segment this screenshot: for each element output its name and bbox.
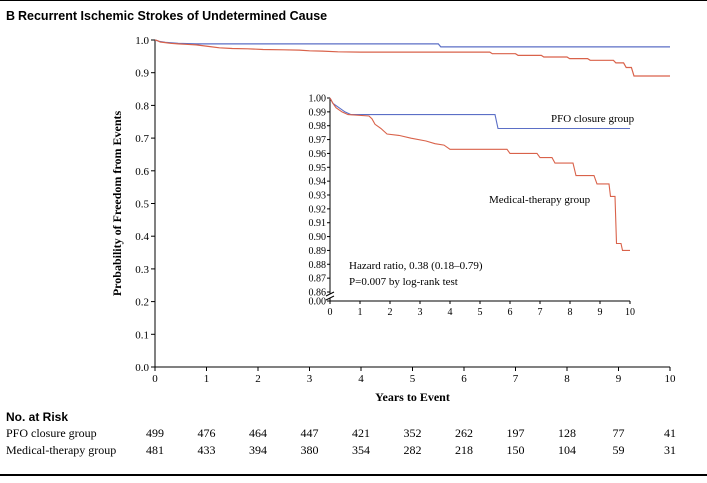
- inset-axis-break-mark: [325, 295, 335, 301]
- inset-axis-break-mark: [325, 291, 335, 297]
- inset-x-tick-label: 3: [418, 307, 423, 318]
- risk-cell: 352: [403, 426, 422, 440]
- top-rule: [0, 0, 707, 1]
- inset-y-tick-label: 0.90: [309, 232, 327, 243]
- inset-x-tick-label: 8: [568, 307, 573, 318]
- x-tick-label: 9: [616, 373, 622, 385]
- y-tick-label: 0.0: [135, 362, 149, 374]
- inset-x-tick-label: 9: [598, 307, 603, 318]
- inset-y-tick-label: 0.86: [309, 288, 327, 299]
- risk-cell: 421: [352, 426, 370, 440]
- x-tick-label: 7: [513, 373, 519, 385]
- inset-x-tick-label: 5: [478, 307, 483, 318]
- x-axis-label: Years to Event: [375, 390, 450, 404]
- inset-label-pfo: PFO closure group: [551, 113, 635, 125]
- inset-y-zero-label: 0.00: [309, 297, 327, 308]
- y-tick-label: 0.8: [135, 100, 149, 112]
- x-tick-label: 8: [564, 373, 570, 385]
- inset-y-tick-label: 0.95: [309, 163, 327, 174]
- panel-letter: B: [6, 9, 16, 23]
- y-tick-label: 0.7: [135, 133, 149, 145]
- x-tick-label: 2: [255, 373, 261, 385]
- risk-cell: 476: [197, 426, 216, 440]
- risk-cell: 197: [506, 426, 525, 440]
- x-tick-label: 5: [410, 373, 416, 385]
- y-tick-label: 0.5: [135, 199, 149, 211]
- y-tick-label: 0.3: [135, 264, 149, 276]
- y-tick-label: 0.9: [135, 68, 149, 80]
- y-tick-label: 1.0: [135, 35, 149, 47]
- risk-row-label: Medical-therapy group: [6, 443, 117, 457]
- inset-x-tick-label: 0: [328, 307, 333, 318]
- inset-y-tick-label: 0.91: [309, 218, 327, 229]
- inset-label-medical: Medical-therapy group: [489, 194, 591, 206]
- inset-y-tick-label: 0.94: [309, 177, 327, 188]
- risk-cell: 394: [249, 443, 267, 457]
- inset-y-tick-label: 1.00: [309, 94, 327, 105]
- x-tick-label: 6: [461, 373, 467, 385]
- inset-y-tick-label: 0.98: [309, 121, 327, 132]
- risk-cell: 447: [300, 426, 319, 440]
- inset-y-tick-label: 0.88: [309, 260, 327, 271]
- inset-y-tick-label: 0.92: [309, 204, 327, 215]
- inset-x-tick-label: 1: [358, 307, 363, 318]
- medical-therapy-curve: [154, 39, 670, 77]
- risk-cell: 354: [352, 443, 370, 457]
- risk-cell: 282: [403, 443, 422, 457]
- inset-y-tick-label: 0.99: [309, 107, 327, 118]
- y-tick-label: 0.2: [135, 297, 149, 309]
- risk-cell: 499: [146, 426, 164, 440]
- risk-cell: 104: [558, 443, 576, 457]
- risk-cell: 41: [664, 426, 676, 440]
- risk-cell: 464: [249, 426, 267, 440]
- risk-table-heading: No. at Risk: [6, 410, 69, 424]
- risk-cell: 150: [506, 443, 525, 457]
- pfo-curve: [154, 39, 670, 48]
- y-tick-label: 0.6: [135, 166, 149, 178]
- risk-row-label: PFO closure group: [6, 426, 97, 440]
- inset-x-tick-label: 2: [388, 307, 393, 318]
- bottom-rule: [0, 474, 707, 476]
- hazard-ratio-text: Hazard ratio, 0.38 (0.18–0.79): [349, 260, 483, 272]
- x-tick-label: 3: [307, 373, 313, 385]
- x-tick-label: 10: [665, 373, 677, 385]
- main-curves: [154, 39, 670, 77]
- inset-y-tick-label: 0.96: [309, 149, 327, 160]
- risk-cell: 77: [612, 426, 625, 440]
- inset-x-tick-label: 6: [508, 307, 513, 318]
- risk-cell: 59: [612, 443, 625, 457]
- y-tick-label: 0.1: [135, 329, 149, 341]
- risk-cell: 433: [197, 443, 216, 457]
- risk-cell: 31: [664, 443, 676, 457]
- inset-y-tick-label: 0.97: [309, 135, 327, 146]
- inset-y-tick-label: 0.89: [309, 246, 327, 257]
- y-tick-label: 0.4: [135, 231, 149, 243]
- risk-cell: 481: [146, 443, 164, 457]
- risk-cell: 128: [558, 426, 576, 440]
- inset-x-tick-label: 10: [625, 307, 635, 318]
- risk-cell: 380: [300, 443, 319, 457]
- x-tick-label: 4: [358, 373, 364, 385]
- inset-medical-therapy-curve: [329, 97, 630, 251]
- inset-y-tick-label: 0.87: [309, 274, 327, 285]
- inset-x-tick-label: 7: [538, 307, 543, 318]
- main-axes: 0.00.10.20.30.40.50.60.70.80.91.00 1 2 3 4 5 6…: [110, 35, 676, 404]
- x-tick-label: 1: [204, 373, 210, 385]
- risk-cell: 218: [455, 443, 473, 457]
- figure-title: Recurrent Ischemic Strokes of Undetermin…: [18, 9, 328, 23]
- inset-plot: 0.86 0.87 0.88 0.89 0.90 0.91 0.92 0.93 0.94 0.95…: [309, 94, 636, 319]
- p-value-text: P=0.007 by log-rank test: [349, 276, 458, 288]
- risk-cell: 262: [455, 426, 473, 440]
- x-tick-label: 0: [152, 373, 158, 385]
- inset-x-tick-label: 4: [448, 307, 453, 318]
- inset-y-tick-label: 0.93: [309, 191, 327, 202]
- y-axis-label: Probability of Freedom from Events: [110, 111, 124, 297]
